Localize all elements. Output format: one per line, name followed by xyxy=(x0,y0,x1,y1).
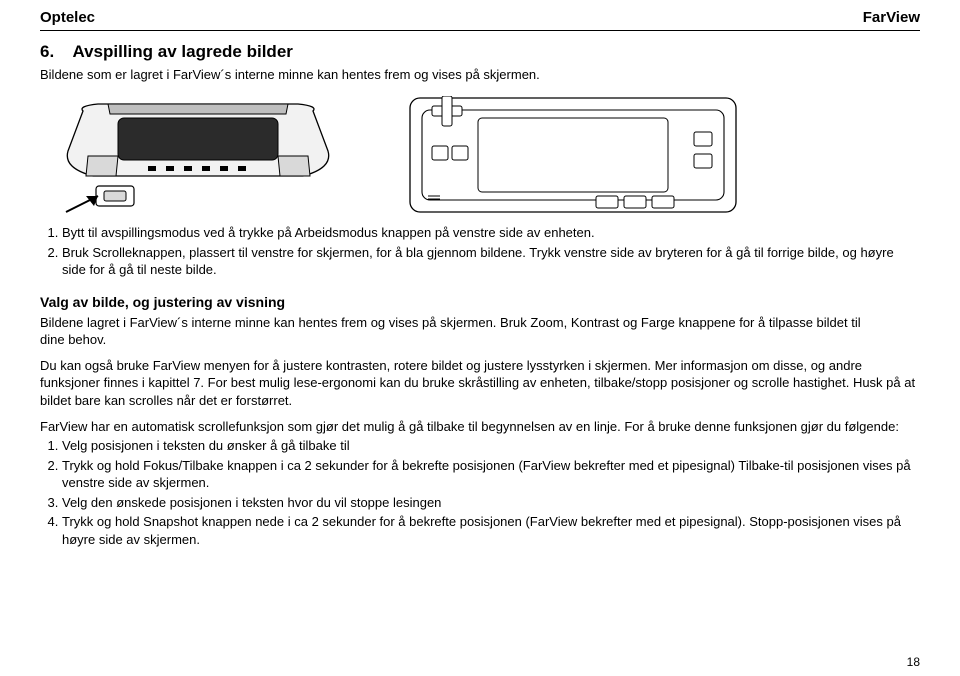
subsection-heading: Valg av bilde, og justering av visning xyxy=(40,293,920,312)
figure-device-front xyxy=(408,96,738,219)
list-item: Bruk Scrolleknappen, plassert til venstr… xyxy=(62,244,920,279)
list-item: Velg den ønskede posisjonen i teksten hv… xyxy=(62,494,920,512)
list-item: Trykk og hold Fokus/Tilbake knappen i ca… xyxy=(62,457,920,492)
figure-row xyxy=(48,96,920,219)
page-number: 18 xyxy=(907,654,920,670)
subsection-p1a: Bildene lagret i FarView´s interne minne… xyxy=(40,314,920,332)
subsection-p2: Du kan også bruke FarView menyen for å j… xyxy=(40,357,920,410)
section-intro: Bildene som er lagret i FarView´s intern… xyxy=(40,66,920,84)
section-number: 6. xyxy=(40,42,54,61)
header-rule xyxy=(40,30,920,31)
list-item: Bytt til avspillingsmodus ved å trykke p… xyxy=(62,224,920,242)
subsection-p3: FarView har en automatisk scrollefunksjo… xyxy=(40,418,920,436)
subsection-step-list: Velg posisjonen i teksten du ønsker å gå… xyxy=(62,437,920,548)
subsection-p1b: dine behov. xyxy=(40,331,920,349)
list-item: Trykk og hold Snapshot knappen nede i ca… xyxy=(62,513,920,548)
section-heading: 6. Avspilling av lagrede bilder xyxy=(40,41,920,64)
list-item: Velg posisjonen i teksten du ønsker å gå… xyxy=(62,437,920,455)
figure-device-side xyxy=(48,96,348,219)
header-left: Optelec xyxy=(40,8,95,28)
section-title-text: Avspilling av lagrede bilder xyxy=(72,42,292,61)
header-right: FarView xyxy=(863,8,920,28)
section-step-list: Bytt til avspillingsmodus ved å trykke p… xyxy=(62,224,920,279)
